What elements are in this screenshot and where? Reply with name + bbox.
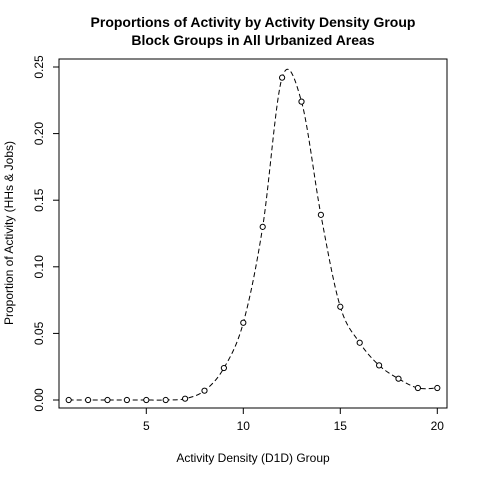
y-tick-label: 0.25 [32,55,46,79]
chart-subtitle: Block Groups in All Urbanized Areas [131,32,374,48]
data-point [201,387,208,394]
y-axis-label: Proportion of Activity (HHs & Jobs) [2,141,16,325]
x-axis-label: Activity Density (D1D) Group [176,451,330,465]
x-tick-label: 5 [143,419,150,433]
data-point [104,396,111,404]
data-point [317,211,324,218]
data-point [414,384,421,392]
x-tick-label: 20 [431,419,445,433]
data-point [143,396,150,404]
data-point [182,395,189,402]
data-point [356,339,363,346]
data-point [123,396,131,404]
y-tick-label: 0.10 [32,255,46,279]
data-point [220,364,227,372]
data-point [395,375,402,382]
data-point [85,396,92,404]
y-tick-label: 0.05 [32,321,46,345]
x-tick-label: 10 [237,419,251,433]
data-point [434,384,441,392]
data-point [376,362,383,369]
chart-title: Proportions of Activity by Activity Dens… [91,14,416,30]
y-tick-label: 0.15 [32,188,46,212]
y-axis: 0.00 0.05 0.10 0.15 0.20 0.25 [32,55,59,412]
x-tick-label: 15 [334,419,348,433]
x-axis: 5 10 15 20 [143,408,444,433]
data-point [65,396,72,404]
series-points [65,74,441,404]
y-tick-label: 0.00 [32,388,46,412]
data-point [240,319,247,326]
data-point [279,74,286,81]
data-point [337,303,344,310]
data-point [259,223,266,230]
plot-area-frame [58,58,448,409]
data-point [162,396,169,404]
y-tick-label: 0.20 [32,122,46,146]
series-line [68,69,438,401]
data-point [298,98,305,105]
